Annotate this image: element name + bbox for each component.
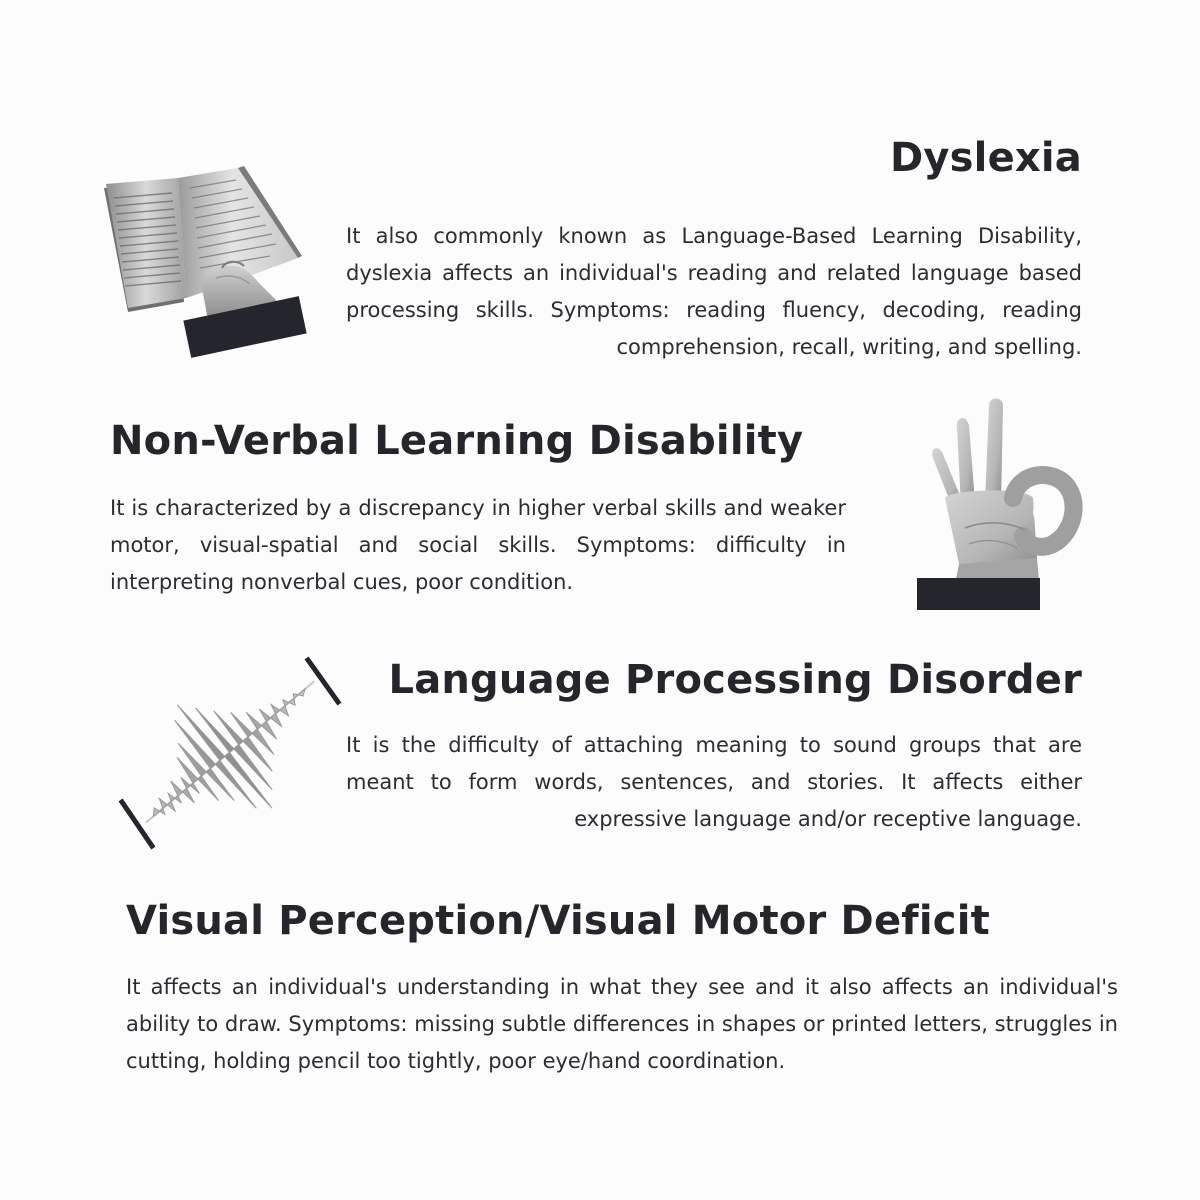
section-body-non-verbal-learning-disability: It is characterized by a discrepancy in …: [110, 496, 846, 594]
section-title-visual-perception-visual-motor-deficit: Visual Perception/Visual Motor Deficit: [126, 898, 990, 944]
section-body-visual-perception-visual-motor-deficit: It affects an individual's understanding…: [126, 975, 1118, 1073]
section-body-language-processing-disorder: It is the difficulty of attaching meanin…: [346, 733, 1082, 831]
section-title-language-processing-disorder: Language Processing Disorder: [388, 657, 1082, 703]
section-title-dyslexia: Dyslexia: [889, 135, 1082, 181]
ok-hand-gesture-icon: [917, 398, 1083, 610]
section-title-non-verbal-learning-disability: Non-Verbal Learning Disability: [110, 418, 804, 464]
section-body-dyslexia: It also commonly known as Language-Based…: [346, 224, 1082, 359]
open-book-in-hand-icon: [104, 166, 307, 358]
sound-wave-icon: [118, 656, 342, 850]
